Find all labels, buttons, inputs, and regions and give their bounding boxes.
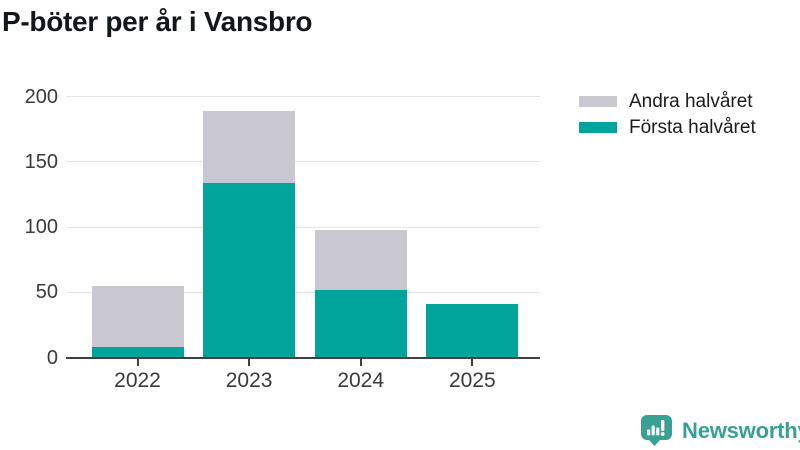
- bar-segment-2022-andra: [91, 285, 184, 348]
- y-axis-tick-label: 200: [24, 85, 58, 108]
- legend-swatch-teal: [579, 122, 617, 133]
- y-axis-tick-label: 150: [24, 150, 58, 173]
- x-axis-label-2025: 2025: [448, 368, 496, 392]
- newsworthy-bubble-barchart-icon: [641, 415, 672, 446]
- legend-item-andra-halvaret: Andra halvåret: [579, 91, 756, 112]
- x-axis-tick-2023: [248, 358, 251, 366]
- x-axis-label-2022: 2022: [114, 368, 161, 392]
- chart-legend: Andra halvåret Första halvåret: [579, 91, 756, 138]
- newsworthy-logo-text[interactable]: Newsworthy: [682, 417, 800, 443]
- gridline-y-50: [66, 291, 540, 293]
- bar-segment-2023-forsta: [203, 182, 296, 358]
- x-axis-tick-2024: [359, 358, 362, 366]
- gridline-y-200: [66, 96, 540, 97]
- legend-label: Andra halvåret: [629, 91, 753, 112]
- bar-segment-2025-forsta: [426, 303, 519, 358]
- legend-swatch-gray: [579, 96, 617, 107]
- y-axis-tick-label: 0: [46, 346, 58, 369]
- bar-segment-2023-andra: [203, 110, 296, 183]
- bar-segment-2024-andra: [314, 229, 407, 290]
- x-axis-label-2024: 2024: [337, 368, 385, 392]
- bar-segment-2022-forsta: [91, 347, 184, 358]
- y-axis-tick-label: 50: [35, 281, 58, 304]
- x-axis-line: [66, 356, 540, 359]
- legend-label: Första halvåret: [629, 117, 756, 138]
- gridline-y-100: [66, 226, 540, 228]
- x-axis-tick-2022: [136, 358, 139, 366]
- y-axis-tick-label: 100: [24, 216, 58, 238]
- gridline-y-150: [66, 161, 540, 163]
- x-axis-tick-2025: [471, 358, 474, 366]
- legend-item-forsta-halvaret: Första halvåret: [579, 117, 756, 138]
- chart-title: P-böter per år i Vansbro: [2, 6, 313, 37]
- x-axis-label-2023: 2023: [225, 368, 273, 392]
- newsworthy-logo[interactable]: Newsworthy: [639, 414, 800, 447]
- bar-segment-2024-forsta: [314, 289, 407, 358]
